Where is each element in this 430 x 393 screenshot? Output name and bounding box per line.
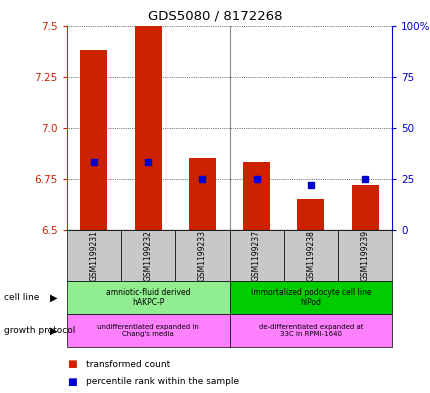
Bar: [243, 162, 270, 230]
Text: ■: ■: [67, 359, 77, 369]
Bar: [188, 158, 215, 230]
Text: GSM1199232: GSM1199232: [143, 230, 152, 281]
Bar: [175, 230, 229, 281]
Text: GSM1199237: GSM1199237: [252, 230, 261, 281]
Bar: [351, 185, 378, 230]
Text: growth protocol: growth protocol: [4, 326, 76, 335]
Bar: [134, 26, 161, 230]
Text: undifferentiated expanded in
Chang's media: undifferentiated expanded in Chang's med…: [97, 324, 199, 337]
Text: ▶: ▶: [50, 325, 58, 336]
Text: GSM1199239: GSM1199239: [360, 230, 369, 281]
Text: GSM1199238: GSM1199238: [306, 230, 315, 281]
Bar: [229, 281, 391, 314]
Text: GDS5080 / 8172268: GDS5080 / 8172268: [148, 10, 282, 23]
Bar: [67, 230, 121, 281]
Bar: [229, 314, 391, 347]
Bar: [283, 230, 337, 281]
Bar: [67, 314, 229, 347]
Text: GSM1199231: GSM1199231: [89, 230, 98, 281]
Text: immortalized podocyte cell line
hIPod: immortalized podocyte cell line hIPod: [250, 288, 370, 307]
Text: ▶: ▶: [50, 293, 58, 303]
Bar: [67, 281, 229, 314]
Text: percentile rank within the sample: percentile rank within the sample: [86, 378, 239, 386]
Text: GSM1199233: GSM1199233: [197, 230, 206, 281]
Text: ■: ■: [67, 377, 77, 387]
Bar: [229, 230, 283, 281]
Text: transformed count: transformed count: [86, 360, 170, 369]
Bar: [337, 230, 391, 281]
Bar: [80, 50, 107, 230]
Bar: [121, 230, 175, 281]
Text: amniotic-fluid derived
hAKPC-P: amniotic-fluid derived hAKPC-P: [106, 288, 190, 307]
Text: cell line: cell line: [4, 293, 40, 302]
Bar: [297, 199, 324, 230]
Text: de-differentiated expanded at
33C in RPMI-1640: de-differentiated expanded at 33C in RPM…: [258, 324, 362, 337]
